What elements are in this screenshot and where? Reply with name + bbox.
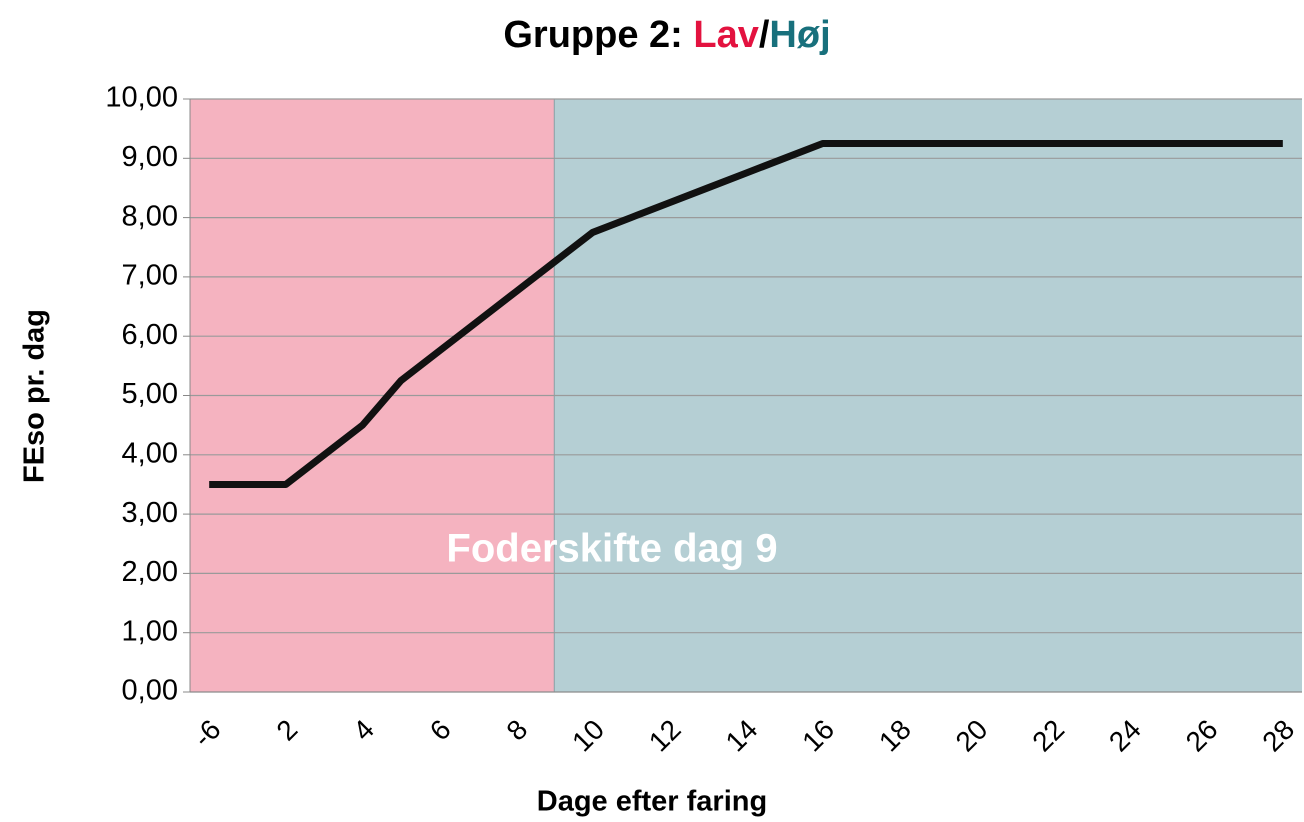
x-tick-label: 14 — [720, 714, 764, 758]
x-tick-label: 4 — [347, 714, 380, 747]
y-tick-label: 0,00 — [122, 675, 178, 707]
x-tick-label: 18 — [873, 714, 917, 758]
annotation: Foderskifte dag 9 — [446, 527, 777, 571]
x-tick-label: -6 — [187, 714, 227, 754]
x-tick-label: 24 — [1103, 714, 1147, 758]
x-tick-label: 2 — [270, 714, 303, 747]
x-tick-label: 6 — [424, 714, 457, 747]
y-axis-label: FEso pr. dag — [19, 309, 51, 483]
y-tick-label: 7,00 — [122, 260, 178, 292]
y-tick-label: 1,00 — [122, 615, 178, 647]
y-tick-label: 4,00 — [122, 437, 178, 469]
y-tick-label: 10,00 — [105, 82, 178, 114]
series-line — [209, 139, 1283, 488]
y-tick-label: 5,00 — [122, 378, 178, 410]
title-part: Høj — [769, 14, 830, 56]
x-tick-label: 16 — [796, 714, 840, 758]
y-tick-label: 9,00 — [122, 141, 178, 173]
chart-title: Gruppe 2: Lav/Høj — [503, 14, 830, 56]
x-tick-label: 28 — [1256, 714, 1300, 758]
x-tick-label: 10 — [566, 714, 610, 758]
y-tick-label: 3,00 — [122, 497, 178, 529]
x-tick-label: 22 — [1026, 714, 1070, 758]
y-tick-label: 2,00 — [122, 556, 178, 588]
x-tick-label: 20 — [950, 714, 994, 758]
x-axis-label: Dage efter faring — [537, 786, 767, 818]
x-tick-label: 26 — [1180, 714, 1224, 758]
x-tick-label: 12 — [643, 714, 687, 758]
y-tick-label: 8,00 — [122, 200, 178, 232]
title-part: Lav — [693, 14, 758, 56]
y-tick-label: 6,00 — [122, 319, 178, 351]
x-tick-label: 8 — [500, 714, 533, 747]
title-part: Gruppe 2: — [503, 14, 693, 56]
title-part: / — [759, 14, 770, 56]
